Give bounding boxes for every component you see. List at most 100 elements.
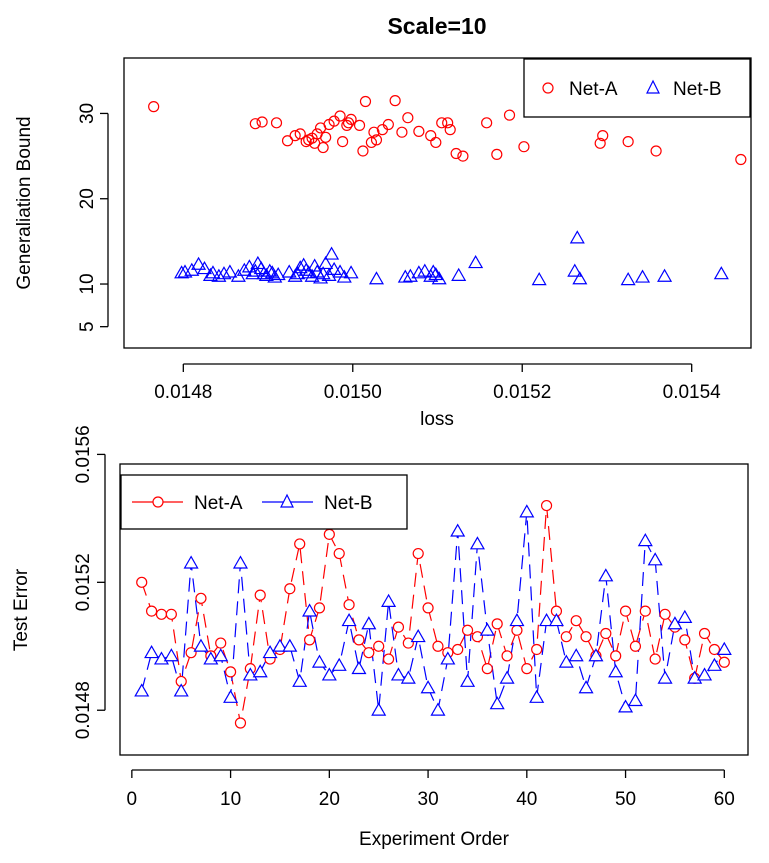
top-point-net-a (389, 95, 401, 107)
top-point-net-b (287, 268, 303, 282)
top-point-net-b (196, 260, 213, 275)
top-point-net-a (402, 112, 414, 124)
bottom-point-net-b (647, 552, 663, 566)
bottom-point-net-a (679, 634, 691, 646)
bottom-point-net-a (353, 634, 365, 646)
bottom-point-net-b (519, 504, 535, 518)
bottom-point-net-b (627, 692, 643, 707)
top-point-net-b (236, 262, 252, 276)
bottom-point-net-a (461, 624, 474, 636)
bottom-point-net-a (254, 589, 266, 601)
top-point-net-b (318, 255, 334, 270)
bottom-point-net-b (321, 667, 337, 681)
top-point-net-a (622, 135, 634, 148)
bottom-point-net-b (479, 622, 495, 636)
top-point-net-b (417, 263, 433, 277)
bottom-point-net-a (234, 717, 247, 729)
top-point-net-a (365, 136, 378, 149)
top-x-axis-title: loss (420, 409, 454, 430)
bottom-point-net-a (323, 528, 335, 540)
bottom-point-net-a (195, 592, 207, 604)
bottom-point-net-a (619, 605, 632, 617)
bottom-point-net-a (363, 647, 375, 659)
bottom-point-net-a (303, 634, 316, 646)
bottom-point-net-a (718, 656, 730, 668)
bottom-point-net-b (548, 612, 564, 627)
bottom-point-net-b (262, 644, 278, 659)
top-x-tick-label: 0.0152 (493, 382, 551, 403)
top-point-net-a (518, 141, 530, 153)
bottom-point-net-b (144, 644, 160, 659)
bottom-point-net-b (460, 673, 476, 687)
top-point-net-b (431, 271, 447, 285)
top-point-net-a (281, 135, 294, 147)
bottom-point-net-a (343, 599, 355, 611)
top-y-axis-title: Generaliation Bound (14, 116, 35, 289)
bottom-point-net-b (637, 533, 653, 547)
bottom-point-net-a (155, 608, 168, 620)
bottom-point-net-b (716, 641, 732, 655)
top-point-net-a (450, 147, 462, 160)
top-legend-net-a-marker (542, 82, 554, 94)
bottom-point-net-b (302, 603, 318, 617)
top-point-net-a (436, 117, 448, 129)
bottom-x-tick-label: 30 (418, 789, 439, 810)
top-point-net-b (572, 271, 588, 285)
top-point-net-b (256, 266, 272, 280)
bottom-point-net-b (173, 683, 189, 697)
top-point-net-a (457, 150, 469, 162)
top-point-net-b (177, 264, 193, 278)
top-point-net-b (222, 264, 238, 278)
bottom-point-net-b (272, 638, 288, 652)
bottom-point-net-a (560, 631, 572, 643)
top-point-net-b (567, 263, 583, 277)
bottom-point-net-a (284, 583, 296, 595)
top-point-net-a (444, 124, 456, 136)
top-point-net-b (262, 263, 278, 277)
top-x-tick-label: 0.0148 (154, 382, 212, 403)
bottom-point-net-b (341, 612, 357, 627)
bottom-legend-box (120, 474, 408, 530)
top-plot-frame (123, 57, 752, 349)
bottom-point-net-b (361, 616, 377, 630)
bottom-point-net-b (193, 638, 209, 652)
top-point-net-b (270, 266, 286, 281)
top-point-net-b (425, 264, 441, 278)
bottom-point-net-b (163, 648, 179, 662)
top-axes: 0.0148 0.0150 0.0152 0.0154 5 10 20 30 (77, 103, 721, 403)
top-point-net-b (657, 268, 673, 282)
bottom-point-net-a (491, 618, 503, 630)
bottom-point-net-a (531, 643, 543, 656)
bottom-point-net-a (313, 602, 326, 614)
top-point-net-b (247, 263, 263, 277)
top-legend-net-b: Net-B (646, 79, 722, 100)
top-point-net-b (326, 261, 342, 276)
bottom-point-net-b (568, 648, 584, 662)
bottom-point-net-b (213, 648, 229, 662)
bottom-point-net-a (698, 627, 711, 640)
top-point-net-a (430, 136, 442, 149)
bottom-point-net-b (469, 536, 485, 550)
top-legend: Net-A Net-B (523, 58, 751, 118)
top-point-net-a (481, 117, 493, 129)
top-y-tick-label: 20 (77, 188, 98, 209)
top-point-net-a (345, 113, 357, 126)
top-point-net-a (294, 128, 306, 140)
bottom-point-net-a (215, 637, 227, 649)
bottom-point-net-a (501, 650, 513, 662)
top-point-net-b (211, 268, 227, 282)
bottom-point-net-b (539, 612, 555, 627)
top-legend-net-b-marker (646, 79, 660, 94)
top-point-net-a (342, 117, 355, 129)
bottom-point-net-a (629, 640, 642, 652)
top-point-net-a (491, 148, 503, 160)
bottom-point-net-a (422, 602, 434, 614)
top-point-net-b (620, 272, 636, 286)
top-point-net-a (396, 126, 408, 138)
top-point-net-a (148, 101, 160, 113)
bottom-point-net-a (580, 631, 592, 643)
bottom-point-net-b (311, 654, 327, 668)
bottom-point-net-a (639, 605, 651, 617)
bottom-legend-net-a-marker (152, 496, 164, 508)
